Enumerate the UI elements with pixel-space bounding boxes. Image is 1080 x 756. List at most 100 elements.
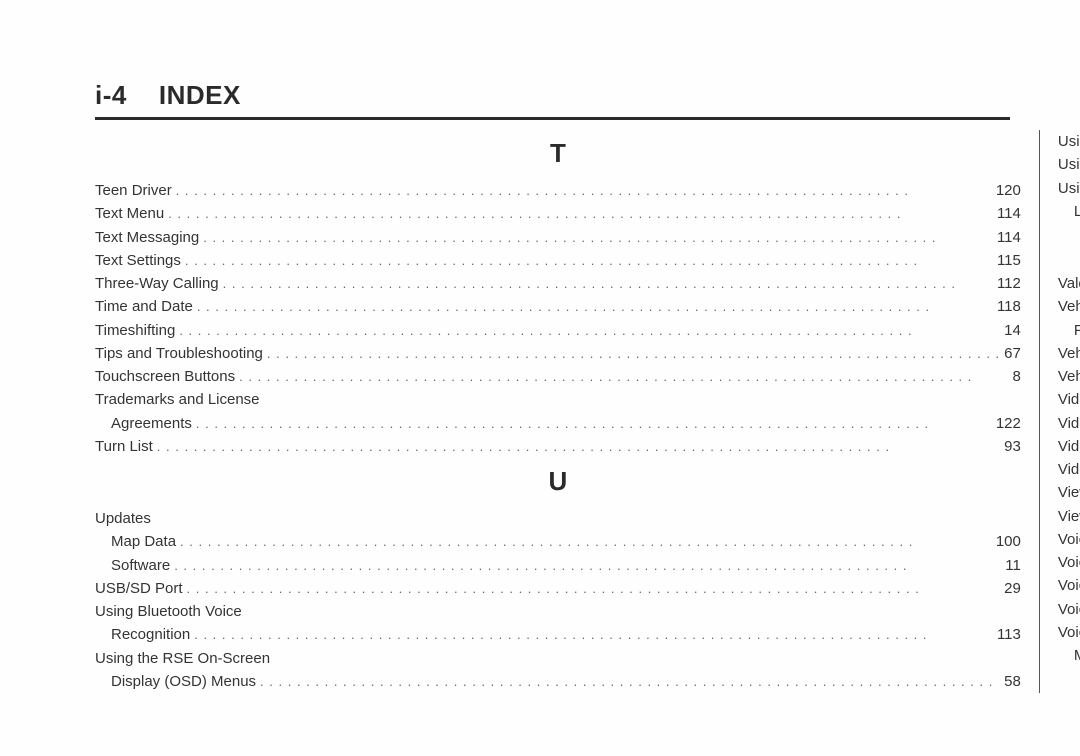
index-entry-label: USB/SD Port — [95, 577, 183, 600]
index-entry-label: Video (If Equipped) — [1058, 388, 1080, 411]
index-entry-label: Positioning — [1074, 319, 1080, 342]
index-entry: Using Voice Recognition for. . . . . . .… — [1058, 177, 1080, 200]
leader-dots: . . . . . . . . . . . . . . . . . . . . … — [168, 204, 993, 224]
index-entry: Using Voice Recognition. . . . . . . . .… — [1058, 153, 1080, 176]
index-entry-label: Valet Mode (If Equipped) — [1058, 272, 1080, 295]
index-entry-label: Voice Recognition — [1058, 598, 1080, 621]
index-entry-label: Vehicle Speakers — [1058, 365, 1080, 388]
index-entry: Video (If Equipped). . . . . . . . . . .… — [1058, 388, 1080, 411]
index-entry-label: Voice Mail — [1058, 551, 1080, 574]
index-entry: Turn List. . . . . . . . . . . . . . . .… — [95, 435, 1021, 458]
index-entry: Text Menu. . . . . . . . . . . . . . . .… — [95, 202, 1021, 225]
index-entry: Recognition. . . . . . . . . . . . . . .… — [95, 623, 1021, 646]
index-column: Using the System. . . . . . . . . . . . … — [1039, 130, 1080, 693]
index-entry-label: Using Voice Recognition for — [1058, 177, 1080, 200]
index-entry: Trademarks and License. . . . . . . . . … — [95, 388, 1021, 411]
index-entry: Positioning. . . . . . . . . . . . . . .… — [1058, 319, 1080, 342]
index-entry-label: Using the RSE On-Screen — [95, 647, 270, 670]
index-entry-page: 112 — [997, 272, 1021, 295]
index-entry: Voice Pass-Thru. . . . . . . . . . . . .… — [1058, 574, 1080, 597]
index-entry-label: Using the System — [1058, 130, 1080, 153]
index-entry: Using Bluetooth Voice. . . . . . . . . .… — [95, 600, 1021, 623]
leader-dots: . . . . . . . . . . . . . . . . . . . . … — [260, 672, 1000, 692]
index-entry-label: List Options — [1074, 200, 1080, 223]
leader-dots: . . . . . . . . . . . . . . . . . . . . … — [194, 625, 993, 645]
index-entry: Valet Mode (If Equipped). . . . . . . . … — [1058, 272, 1080, 295]
leader-dots: . . . . . . . . . . . . . . . . . . . . … — [239, 367, 1008, 387]
index-entry-label: Software — [111, 554, 170, 577]
index-column: TTeen Driver. . . . . . . . . . . . . . … — [95, 130, 1039, 693]
index-entry-label: Voice — [1058, 528, 1080, 551]
leader-dots: . . . . . . . . . . . . . . . . . . . . … — [176, 181, 992, 201]
index-entry-label: Vehicle — [1058, 295, 1080, 318]
leader-dots: . . . . . . . . . . . . . . . . . . . . … — [223, 274, 993, 294]
index-entry-page: 93 — [1004, 435, 1021, 458]
index-entry: Viewing Sender Information. . . . . . . … — [1058, 505, 1080, 528]
index-entry: Voice Recognition. . . . . . . . . . . .… — [1058, 598, 1080, 621]
index-entry: Display (OSD) Menus. . . . . . . . . . .… — [95, 670, 1021, 693]
leader-dots: . . . . . . . . . . . . . . . . . . . . … — [187, 579, 1001, 599]
index-entry: Tips and Troubleshooting. . . . . . . . … — [95, 342, 1021, 365]
index-entry-label: Text Messaging — [95, 226, 199, 249]
leader-dots: . . . . . . . . . . . . . . . . . . . . … — [174, 556, 1001, 576]
index-entry-page: 115 — [997, 249, 1021, 272]
index-entry: Voice. . . . . . . . . . . . . . . . . .… — [1058, 528, 1080, 551]
section-letter: U — [95, 466, 1021, 497]
index-entry-page: 120 — [996, 179, 1021, 202]
leader-dots: . . . . . . . . . . . . . . . . . . . . … — [196, 414, 992, 434]
index-entry-label: Vehicle Settings — [1058, 342, 1080, 365]
index-entry-label: My Media — [1074, 644, 1080, 667]
index-entry-label: Video Distortion — [1058, 458, 1080, 481]
index-entry: Timeshifting. . . . . . . . . . . . . . … — [95, 319, 1021, 342]
index-entry-label: Map Data — [111, 530, 176, 553]
index-entry-label: Recognition — [111, 623, 190, 646]
index-entry-page: 14 — [1004, 319, 1021, 342]
leader-dots: . . . . . . . . . . . . . . . . . . . . … — [179, 321, 1000, 341]
index-entry-label: Viewing Sender Information — [1058, 505, 1080, 528]
index-entry: Agreements. . . . . . . . . . . . . . . … — [95, 412, 1021, 435]
index-entry-page: 58 — [1004, 670, 1021, 693]
index-entry-label: Voice Pass-Thru — [1058, 574, 1080, 597]
leader-dots: . . . . . . . . . . . . . . . . . . . . … — [267, 344, 1000, 364]
page-header: i-4INDEX — [95, 80, 1010, 120]
leader-dots: . . . . . . . . . . . . . . . . . . . . … — [180, 532, 992, 552]
index-entry: Updates. . . . . . . . . . . . . . . . .… — [95, 507, 1021, 530]
index-entry-label: Agreements — [111, 412, 192, 435]
index-entry-page: 67 — [1004, 342, 1021, 365]
index-entry: My Media. . . . . . . . . . . . . . . . … — [1058, 644, 1080, 667]
index-entry: Text Messaging. . . . . . . . . . . . . … — [95, 226, 1021, 249]
index-entry: Teen Driver. . . . . . . . . . . . . . .… — [95, 179, 1021, 202]
index-entry-label: Display (OSD) Menus — [111, 670, 256, 693]
index-entry: Vehicle. . . . . . . . . . . . . . . . .… — [1058, 295, 1080, 318]
leader-dots: . . . . . . . . . . . . . . . . . . . . … — [185, 251, 993, 271]
index-entry: Text Settings. . . . . . . . . . . . . .… — [95, 249, 1021, 272]
index-entry-label: Touchscreen Buttons — [95, 365, 235, 388]
index-entry: Three-Way Calling. . . . . . . . . . . .… — [95, 272, 1021, 295]
index-entry-page: 11 — [1005, 554, 1021, 577]
index-entry-label: Text Menu — [95, 202, 164, 225]
index-entry-label: Voice Recognition for Audio — [1058, 621, 1080, 644]
index-entry: Software. . . . . . . . . . . . . . . . … — [95, 554, 1021, 577]
index-entry: Vehicle Speakers. . . . . . . . . . . . … — [1058, 365, 1080, 388]
index-entry-page: 8 — [1013, 365, 1021, 388]
index-entry: Voice Recognition for Audio. . . . . . .… — [1058, 621, 1080, 644]
index-page: i-4INDEX TTeen Driver. . . . . . . . . .… — [0, 0, 1080, 756]
index-entry-page: 114 — [997, 226, 1021, 249]
index-entry: Vehicle Settings. . . . . . . . . . . . … — [1058, 342, 1080, 365]
index-entry-label: Using Voice Recognition — [1058, 153, 1080, 176]
index-entry: List Options. . . . . . . . . . . . . . … — [1058, 200, 1080, 223]
index-entry-label: Video Display Error Messages — [1058, 412, 1080, 435]
index-entry-label: Time and Date — [95, 295, 193, 318]
index-entry-page: 100 — [996, 530, 1021, 553]
index-entry-label: Updates — [95, 507, 151, 530]
section-letter: V — [1058, 231, 1080, 262]
page-number: i-4 — [95, 80, 127, 110]
index-entry: Voice Mail. . . . . . . . . . . . . . . … — [1058, 551, 1080, 574]
index-entry-page: 114 — [997, 202, 1021, 225]
leader-dots: . . . . . . . . . . . . . . . . . . . . … — [157, 437, 1000, 457]
index-entry-label: Video Display Screens — [1058, 435, 1080, 458]
index-entry-label: Teen Driver — [95, 179, 172, 202]
leader-dots: . . . . . . . . . . . . . . . . . . . . … — [197, 297, 993, 317]
index-entry: USB/SD Port. . . . . . . . . . . . . . .… — [95, 577, 1021, 600]
index-entry: Video Display Error Messages. . . . . . … — [1058, 412, 1080, 435]
